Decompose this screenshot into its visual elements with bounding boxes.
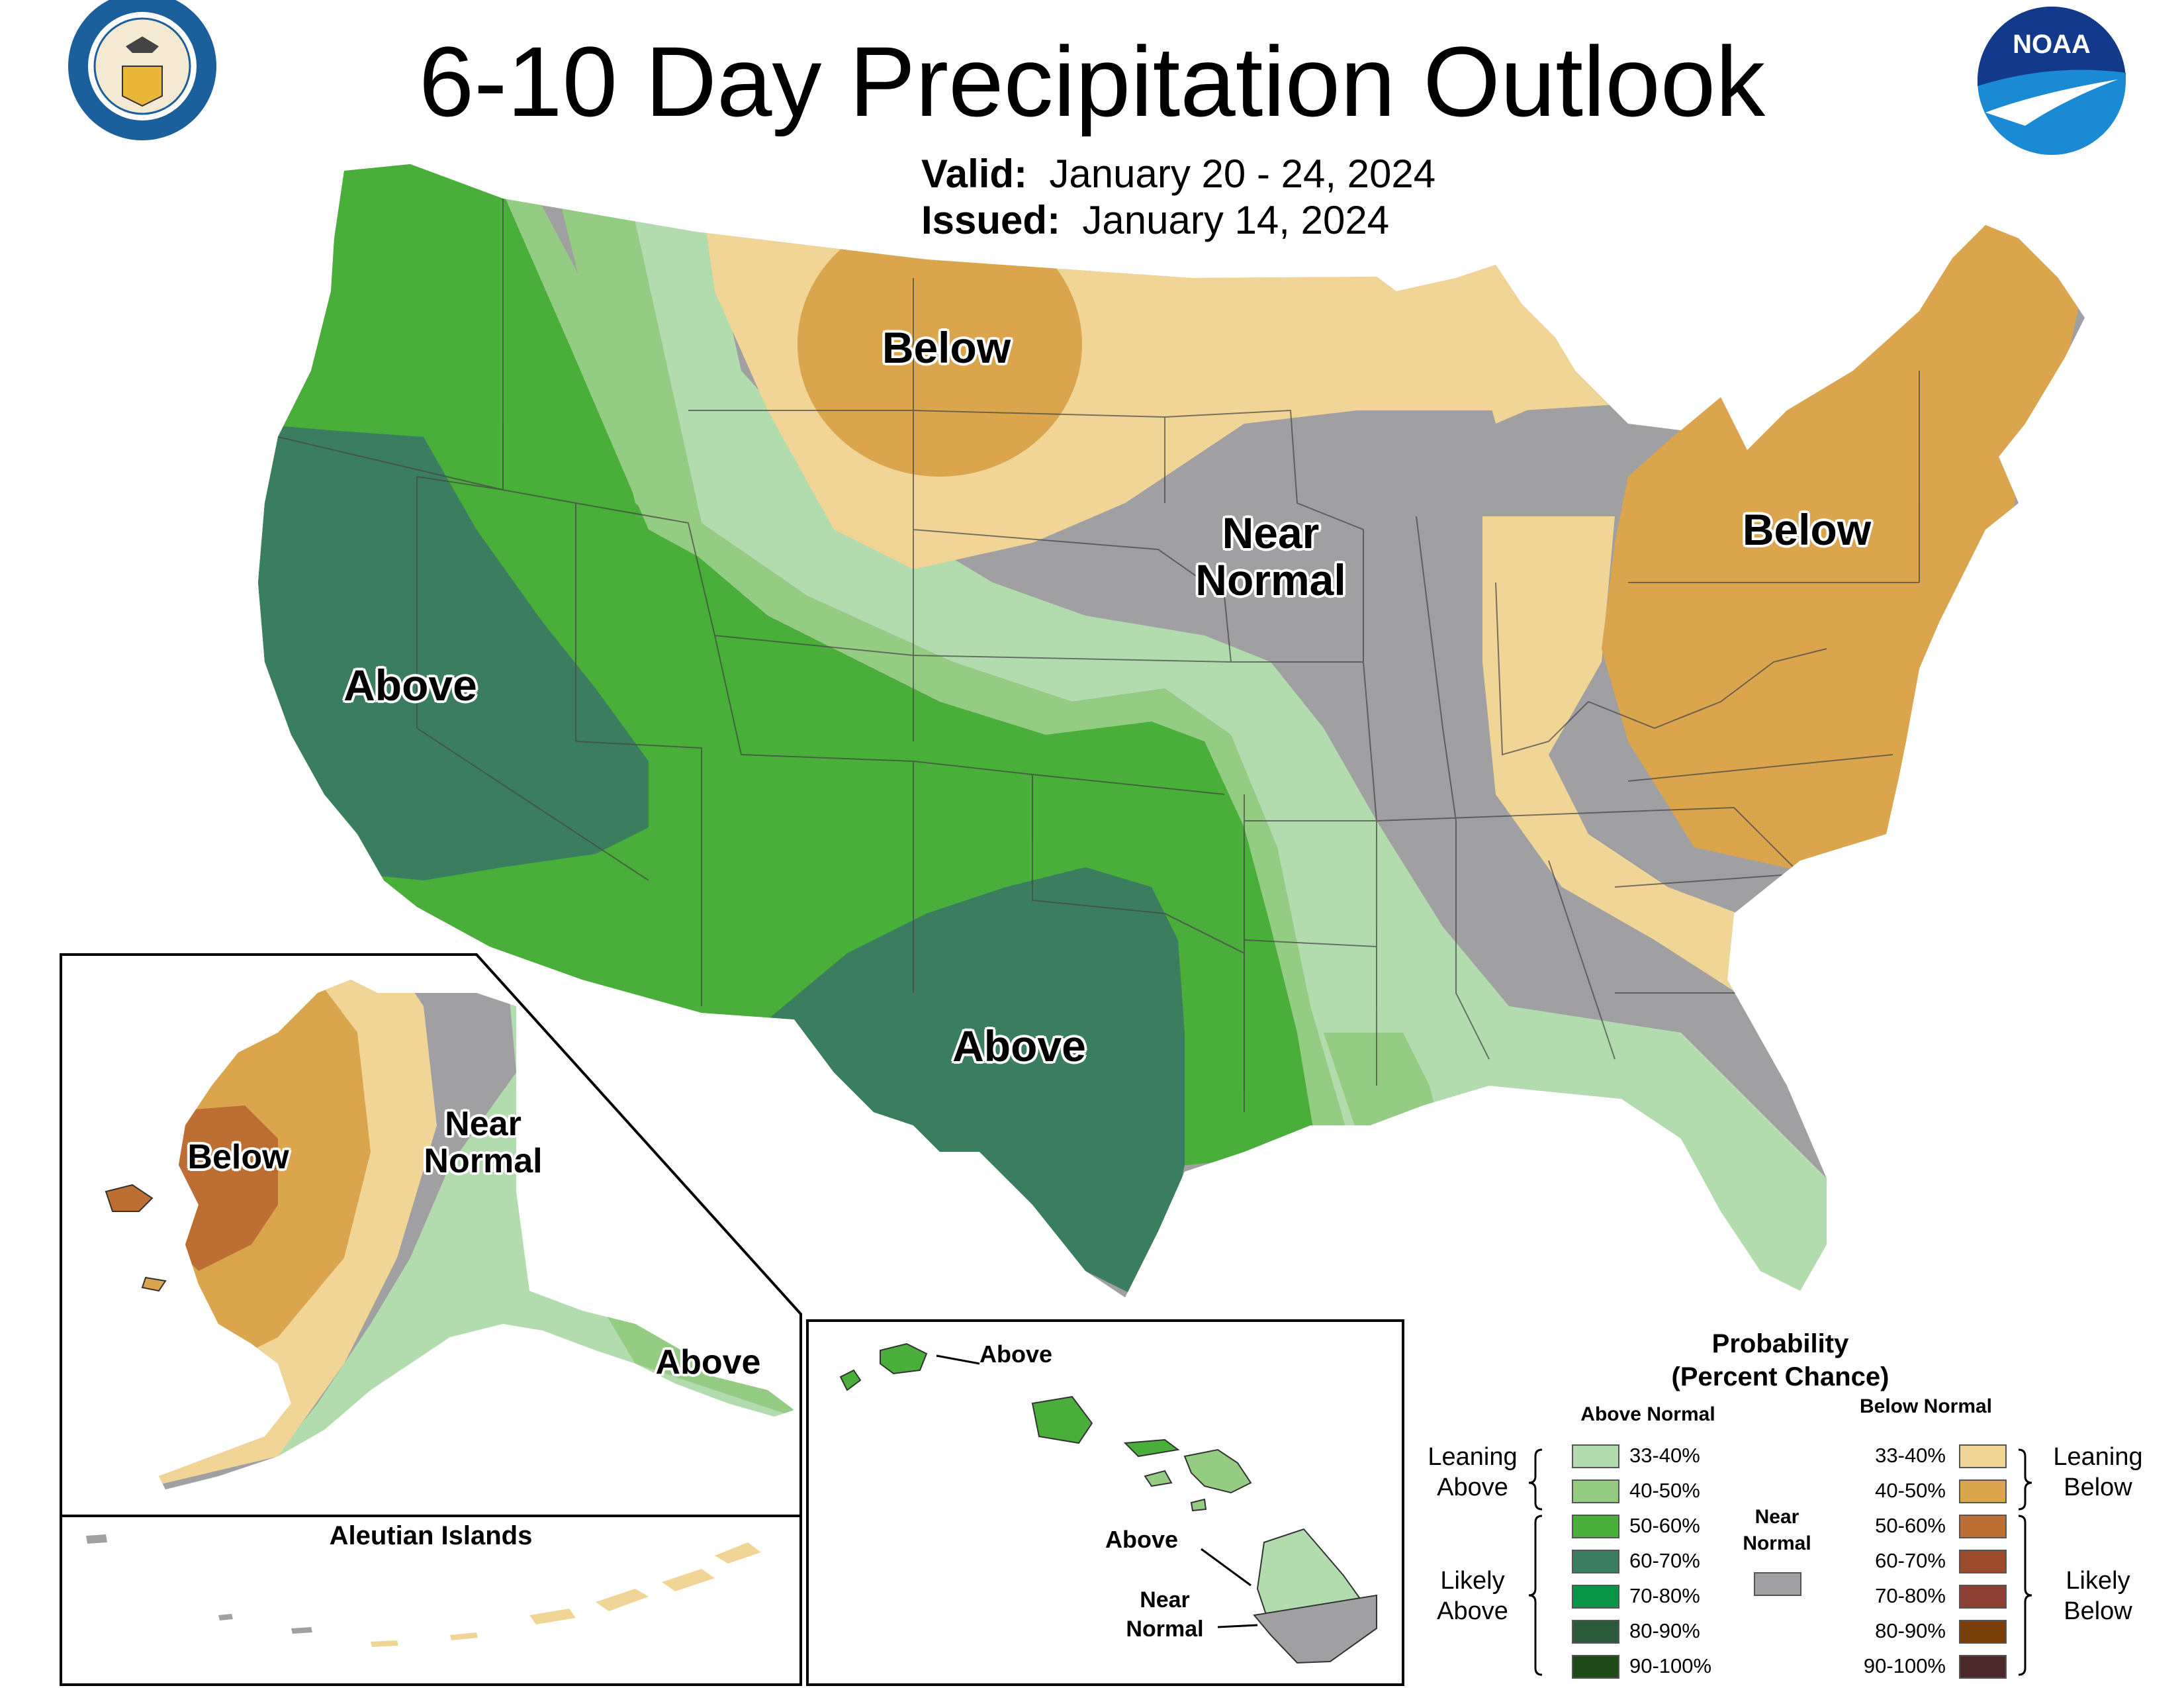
ak-label-near-normal: Near Normal [410, 1105, 556, 1180]
legend-above-swatch-2 [1572, 1515, 1619, 1538]
legend-above-range-5: 80-90% [1629, 1619, 1700, 1642]
legend-above-range-0: 33-40% [1629, 1444, 1700, 1467]
legend-below-range-4: 70-80% [1875, 1584, 1946, 1607]
issued-label: Issued: [921, 198, 1061, 242]
legend-below-swatch-5 [1959, 1620, 2007, 1644]
legend-below-swatch-3 [1959, 1550, 2007, 1573]
legend-near-line1: Near [1754, 1506, 1799, 1528]
label-below-north: Below [882, 323, 1011, 372]
legend-below-swatch-2 [1959, 1515, 2007, 1538]
hi-label-above-big-island: Above [1105, 1526, 1179, 1553]
legend-above-swatch-0 [1572, 1444, 1619, 1468]
legend-title-line1: Probability [1711, 1329, 1849, 1358]
legend-near-normal-label: Near Normal [1727, 1504, 1827, 1557]
likely-above-2: Above [1437, 1597, 1508, 1625]
hawaii-map [839, 1342, 1378, 1664]
aleutian-islands [86, 1534, 761, 1647]
hi-label-above-kauai: Above [979, 1340, 1053, 1368]
legend-leaning-above: Leaning Above [1416, 1442, 1529, 1503]
legend-below-range-6: 90-100% [1863, 1654, 1946, 1677]
legend-below-swatch-4 [1959, 1585, 2007, 1609]
near-line2: Normal [1195, 555, 1346, 605]
legend-above-swatch-4 [1572, 1585, 1619, 1609]
legend-above-range-2: 50-60% [1629, 1514, 1700, 1537]
valid-value: January 20 - 24, 2024 [1049, 152, 1436, 196]
legend-above-range-1: 40-50% [1629, 1479, 1700, 1502]
legend-near-line2: Normal [1743, 1532, 1811, 1554]
ak-near-line1: Near [445, 1105, 522, 1143]
hi-near-line2: Normal [1126, 1617, 1204, 1642]
issued-line: Issued: January 14, 2024 [921, 197, 1389, 244]
label-near-normal-central: Near Normal [1165, 508, 1377, 605]
near-line1: Near [1222, 508, 1320, 557]
legend-below-header: Below Normal [1859, 1395, 1993, 1417]
ak-near-line2: Normal [424, 1142, 543, 1181]
leaning-above-2: Above [1437, 1474, 1508, 1501]
legend-likely-below: Likely Below [2035, 1566, 2161, 1626]
label-above-texas: Above [952, 1021, 1086, 1070]
legend-title: Probability (Percent Chance) [1641, 1327, 1919, 1393]
legend-leaning-below: Leaning Below [2035, 1442, 2161, 1503]
legend-below-range-2: 50-60% [1875, 1514, 1946, 1537]
legend-above-range-4: 70-80% [1629, 1584, 1700, 1607]
noaa-logo [1978, 7, 2126, 155]
legend-above-header: Above Normal [1580, 1403, 1715, 1425]
legend-below-swatch-6 [1959, 1655, 2007, 1679]
legend-above-swatch-3 [1572, 1550, 1619, 1573]
hi-label-near-normal: Near Normal [1112, 1585, 1218, 1644]
page-title: 6-10 Day Precipitation Outlook [418, 26, 1766, 137]
legend-below-range-3: 60-70% [1875, 1549, 1946, 1572]
aleutian-title: Aleutian Islands [329, 1521, 533, 1550]
legend-below-swatch-0 [1959, 1444, 2007, 1468]
label-above-west: Above [343, 661, 477, 710]
noaa-wordmark: NOAA [2013, 30, 2091, 59]
valid-label: Valid: [921, 152, 1028, 196]
legend-braces [1528, 1448, 2032, 1676]
legend-near-normal-swatch [1754, 1572, 1801, 1596]
legend-above-range-3: 60-70% [1629, 1549, 1700, 1572]
likely-below-1: Likely [2066, 1567, 2130, 1595]
legend-below-range-1: 40-50% [1875, 1479, 1946, 1502]
leaning-above-1: Leaning [1428, 1443, 1518, 1471]
likely-below-2: Below [2064, 1597, 2132, 1625]
ak-label-below: Below [187, 1138, 289, 1176]
legend-below-range-0: 33-40% [1875, 1444, 1946, 1467]
likely-above-1: Likely [1440, 1567, 1505, 1595]
legend-above-range-6: 90-100% [1629, 1654, 1712, 1677]
leaning-below-1: Leaning [2053, 1443, 2143, 1471]
legend-above-swatch-5 [1572, 1620, 1619, 1644]
leaning-below-2: Below [2064, 1474, 2132, 1501]
department-of-commerce-seal [68, 0, 216, 140]
legend-above-swatch-6 [1572, 1655, 1619, 1679]
legend-likely-above: Likely Above [1416, 1566, 1529, 1626]
legend-below-swatch-1 [1959, 1479, 2007, 1503]
legend-above-swatch-1 [1572, 1479, 1619, 1503]
ak-label-above: Above [655, 1343, 761, 1382]
legend-title-line2: (Percent Chance) [1671, 1362, 1889, 1391]
issued-value: January 14, 2024 [1082, 198, 1390, 242]
legend-below-range-5: 80-90% [1875, 1619, 1946, 1642]
hi-near-line1: Near [1140, 1587, 1190, 1613]
valid-line: Valid: January 20 - 24, 2024 [921, 151, 1435, 197]
label-below-east: Below [1742, 505, 1872, 554]
